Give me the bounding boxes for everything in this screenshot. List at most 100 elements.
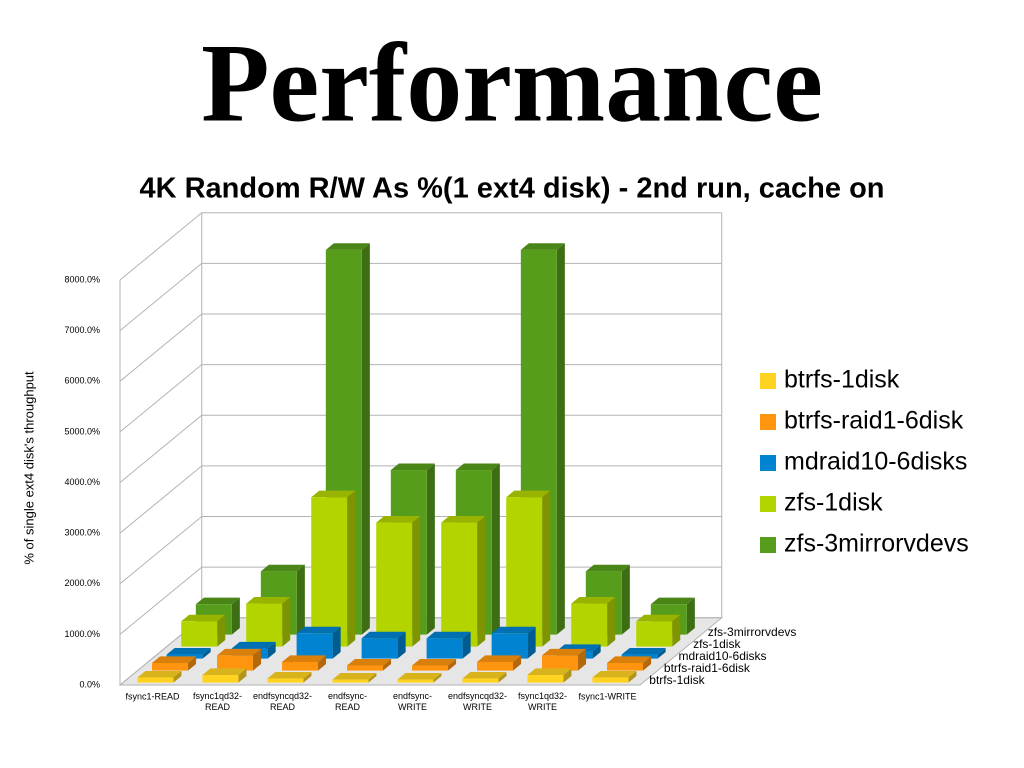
y-tick-label: 7000.0% (64, 325, 100, 335)
bar-top (202, 668, 247, 676)
bar-side (592, 644, 601, 659)
bar-side (397, 631, 406, 659)
y-axis-label: % of single ext4 disk's throughput (21, 371, 36, 565)
bar-top (441, 515, 486, 523)
bar-side (491, 463, 500, 635)
x-tick-label: fsync1qd32-WRITE (518, 691, 567, 712)
bar (282, 661, 319, 671)
bar-side (621, 564, 630, 635)
depth-label: zfs-3mirrorvdevs (708, 625, 797, 639)
depth-label: btrfs-1disk (649, 673, 705, 687)
bar (311, 497, 348, 647)
legend-label: zfs-1disk (784, 489, 883, 517)
y-tick-label: 4000.0% (64, 477, 100, 487)
y-tick-label: 0.0% (79, 679, 100, 689)
bar-top (390, 463, 435, 471)
bar (607, 663, 644, 671)
bar-3d (246, 596, 291, 647)
y-tick-label: 6000.0% (64, 376, 100, 386)
grid-line (119, 212, 203, 281)
bar-side (513, 655, 522, 671)
bar-top (397, 672, 442, 680)
bar-side (303, 671, 312, 683)
bar-top (137, 670, 182, 678)
grid-line (119, 313, 203, 382)
bar (376, 522, 413, 647)
bar-side (318, 655, 327, 671)
depth-label: btrfs-raid1-6disk (664, 661, 751, 675)
bar-top (527, 668, 572, 676)
bar-side (686, 597, 695, 635)
bar (202, 675, 239, 683)
bar-top (282, 655, 327, 662)
bar-top (462, 671, 507, 679)
bar-3d (332, 672, 377, 683)
bar-top (506, 490, 551, 498)
bar-side (607, 596, 616, 647)
legend-label: zfs-3mirrorvdevs (784, 530, 969, 558)
bar-side (383, 658, 392, 671)
bar-top (152, 656, 197, 664)
bar-top (542, 648, 587, 656)
bar (412, 665, 449, 671)
bar-side (412, 515, 421, 647)
bar-side (267, 641, 276, 659)
bar-side (296, 564, 305, 635)
bar (246, 603, 283, 647)
bar-3d (426, 631, 471, 659)
bar (361, 638, 398, 659)
bar-top (347, 658, 392, 666)
bar-top (217, 648, 262, 656)
bar-top (455, 463, 500, 471)
bar (152, 663, 189, 671)
bar-3d (636, 614, 681, 647)
bar-side (563, 668, 572, 683)
bar-3d (376, 515, 421, 647)
y-tick-label: 5000.0% (64, 426, 100, 436)
bar (592, 677, 629, 683)
bar-3d (506, 490, 551, 647)
x-tick-label: endfsync-READ (328, 691, 367, 712)
x-tick-label: endfsync-WRITE (393, 691, 432, 712)
bar-3d (527, 668, 572, 683)
bar-side (527, 626, 536, 659)
bar (426, 638, 463, 659)
bar-3d (347, 658, 392, 671)
bar-side (188, 656, 197, 671)
bar-top (296, 626, 341, 634)
bar-side (173, 670, 182, 683)
bar-3d (491, 626, 536, 659)
bar-3d (412, 658, 457, 671)
x-tick-label: fsync1-READ (125, 691, 180, 701)
bar (397, 679, 434, 683)
bar-3d (607, 656, 652, 671)
bar-top (325, 243, 370, 250)
bar-top (412, 658, 457, 666)
bar-side (253, 648, 262, 671)
bar (296, 633, 333, 659)
bar-side (231, 597, 240, 635)
bar-top (607, 656, 652, 664)
bar-side (448, 658, 457, 671)
bar-side (347, 490, 356, 647)
bar-side (426, 463, 435, 635)
bar-top (491, 626, 536, 634)
bar-side (556, 243, 565, 635)
bar-top (166, 647, 211, 655)
x-tick-label: endfsyncqd32-WRITE (448, 691, 507, 712)
y-tick-label: 3000.0% (64, 528, 100, 538)
bar-top (361, 631, 406, 639)
bar-3d (202, 668, 247, 683)
legend-label: mdraid10-6disks (784, 448, 967, 476)
bar-top (621, 647, 666, 655)
bar-top (311, 490, 356, 498)
bar-top (650, 597, 695, 605)
bar-side (238, 668, 247, 683)
bar-side (628, 670, 637, 683)
bar (542, 655, 579, 671)
bar (491, 633, 528, 659)
x-tick-label: endfsyncqd32-READ (253, 691, 312, 712)
x-tick-label: fsync1qd32-READ (193, 691, 242, 712)
bar (137, 677, 174, 683)
bar-top (181, 614, 226, 622)
